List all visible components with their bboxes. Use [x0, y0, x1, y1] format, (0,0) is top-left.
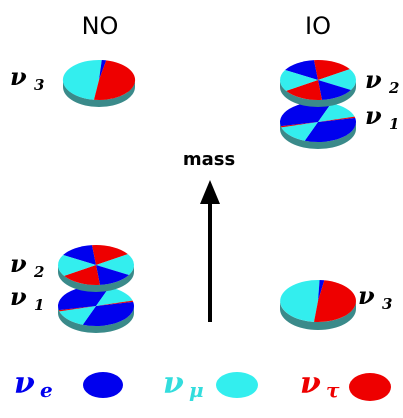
disk-no-nu2-slice-0 — [63, 245, 96, 265]
legend-nu-mu: ν μ — [163, 366, 258, 402]
disk-io-nu3-slice-1 — [318, 280, 325, 301]
disk-no-nu1-slice-5 — [96, 300, 134, 306]
svg-text:ν: ν — [163, 366, 184, 401]
svg-text:1: 1 — [34, 296, 44, 314]
disk-io-nu2-slice-2 — [318, 69, 356, 90]
disk-io-nu1-slice-3 — [279, 101, 332, 127]
mass-label: mass — [183, 149, 235, 170]
svg-text:ν: ν — [14, 366, 35, 401]
disk-no-nu1-slice-0 — [82, 301, 135, 327]
disk-io-nu1-slice-2 — [280, 122, 318, 128]
disk-io-nu2-slice-5 — [280, 70, 318, 91]
disk-io-nu2-slice-0 — [285, 60, 318, 80]
label-io-nu2: ν 2 — [365, 65, 399, 97]
svg-text:ν: ν — [10, 62, 27, 91]
legend-nu-e-dot — [83, 372, 123, 398]
disk-no-nu2-slice-1 — [92, 245, 128, 265]
svg-text:1: 1 — [389, 115, 399, 133]
svg-text:ν: ν — [358, 281, 375, 310]
svg-text:ν: ν — [365, 101, 382, 130]
disk-io-nu3 — [280, 280, 356, 330]
svg-text:e: e — [40, 378, 53, 402]
disk-no-nu1 — [57, 285, 135, 333]
disk-io-nu2-slice-4 — [286, 80, 322, 100]
disk-no-nu2-slice-4 — [64, 265, 100, 285]
inverted-ordering-header: IO — [305, 12, 331, 40]
legend-nu-tau-dot — [349, 373, 391, 401]
svg-text:ν: ν — [365, 65, 382, 94]
mass-arrow — [200, 180, 220, 322]
disk-io-nu1-slice-0 — [304, 117, 357, 143]
disk-io-nu2-slice-1 — [314, 60, 350, 80]
disk-io-nu1-slice-4 — [318, 103, 355, 122]
disk-no-nu2-slice-3 — [96, 265, 129, 285]
disk-no-nu2-slice-2 — [96, 254, 134, 275]
label-io-nu1: ν 1 — [365, 101, 399, 133]
disk-no-nu2 — [58, 245, 134, 292]
disk-io-nu1 — [279, 101, 357, 149]
disk-no-nu1-slice-1 — [59, 306, 96, 325]
disk-no-nu3-slice-2 — [93, 60, 136, 101]
legend-nu-mu-dot — [216, 372, 258, 398]
disk-no-nu2-slice-5 — [58, 255, 96, 276]
disk-io-nu3-slice-0 — [280, 280, 320, 322]
legend-nu-e: ν e — [14, 366, 123, 402]
svg-text:2: 2 — [388, 79, 399, 97]
svg-text:τ: τ — [326, 378, 340, 402]
svg-text:2: 2 — [33, 263, 44, 281]
svg-text:ν: ν — [300, 366, 321, 401]
svg-text:ν: ν — [10, 249, 27, 278]
disk-no-nu1-slice-3 — [57, 285, 110, 311]
disk-io-nu1-slice-1 — [281, 122, 318, 141]
label-no-nu3: ν 3 — [10, 62, 44, 94]
svg-text:3: 3 — [382, 295, 392, 313]
label-io-nu3: ν 3 — [358, 281, 392, 313]
disk-no-nu3-slice-0 — [62, 59, 102, 100]
label-no-nu2: ν 2 — [10, 249, 44, 281]
disk-no-nu1-slice-4 — [96, 287, 133, 306]
disk-no-nu1-slice-2 — [58, 306, 96, 312]
disk-no-nu3 — [62, 59, 136, 107]
svg-text:ν: ν — [10, 282, 27, 311]
svg-text:3: 3 — [34, 76, 44, 94]
disk-io-nu1-slice-5 — [318, 116, 356, 122]
disk-io-nu2-slice-3 — [318, 80, 351, 100]
normal-ordering-header: NO — [82, 12, 119, 40]
label-no-nu1: ν 1 — [10, 282, 44, 314]
legend-nu-tau: ν τ — [300, 366, 391, 402]
disk-io-nu3-slice-2 — [314, 280, 356, 322]
disk-no-nu3-slice-1 — [99, 60, 107, 80]
svg-text:μ: μ — [189, 378, 204, 402]
disk-io-nu2 — [280, 60, 356, 107]
